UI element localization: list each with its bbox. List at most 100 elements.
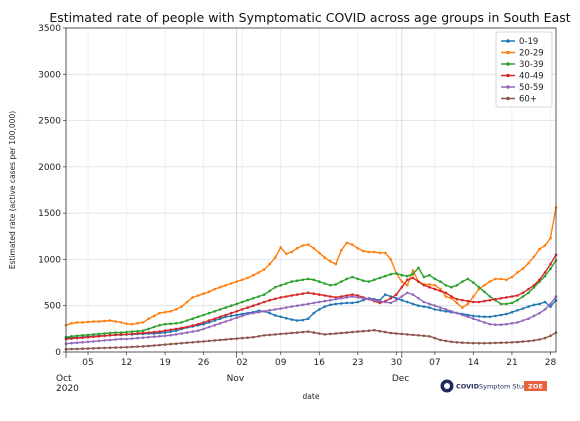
data-point: [97, 339, 101, 343]
data-point: [290, 305, 294, 308]
data-point: [169, 334, 172, 337]
data-point: [229, 304, 233, 308]
data-point: [114, 338, 117, 341]
data-point: [257, 310, 261, 314]
legend-item: 60+: [501, 95, 537, 105]
data-point: [538, 247, 541, 251]
data-point: [235, 313, 238, 317]
data-point: [202, 340, 205, 343]
data-point: [268, 262, 272, 266]
data-point: [488, 322, 492, 326]
data-point: [433, 277, 437, 281]
data-point: [516, 309, 519, 312]
data-point: [180, 332, 183, 335]
data-point: [406, 278, 409, 282]
data-point: [169, 310, 172, 313]
data-point: [136, 322, 139, 325]
data-point: [516, 271, 519, 274]
data-point: [488, 280, 492, 283]
data-point: [136, 329, 139, 333]
data-point: [141, 329, 145, 333]
data-point: [400, 298, 404, 302]
data-point: [240, 312, 244, 316]
data-point: [345, 331, 349, 334]
data-point: [306, 243, 310, 246]
data-point: [323, 333, 327, 336]
data-point: [191, 330, 194, 333]
data-point: [406, 333, 409, 336]
data-point: [461, 298, 464, 302]
logo-suffix: Symptom Study: [479, 383, 531, 391]
data-point: [196, 329, 200, 333]
data-point: [428, 335, 431, 338]
legend-marker: [506, 39, 510, 43]
data-point: [103, 332, 106, 335]
data-point: [213, 339, 216, 342]
data-point: [81, 321, 84, 324]
data-point: [207, 319, 211, 322]
data-point: [312, 278, 316, 282]
series-0-19: [64, 293, 558, 340]
data-point: [389, 301, 393, 305]
data-point: [218, 285, 222, 289]
data-point: [384, 293, 387, 296]
data-point: [466, 313, 470, 317]
data-point: [422, 275, 426, 279]
data-point: [141, 331, 145, 335]
data-point: [527, 287, 530, 291]
data-point: [461, 280, 464, 283]
legend-marker: [506, 62, 510, 66]
data-point: [257, 295, 261, 298]
series-40-49: [64, 253, 558, 341]
data-point: [290, 280, 294, 283]
data-point: [295, 279, 299, 283]
data-point: [268, 289, 272, 293]
data-point: [433, 287, 437, 291]
data-point: [229, 314, 233, 318]
data-point: [334, 262, 338, 266]
data-point: [389, 258, 393, 261]
data-point: [130, 337, 134, 340]
data-point: [494, 277, 497, 281]
covid-symptom-study-logo: COVID Symptom Study ZOE: [440, 379, 547, 393]
data-point: [130, 332, 134, 336]
series-60+: [64, 328, 558, 351]
data-point: [384, 330, 387, 334]
data-point: [367, 250, 371, 254]
data-point: [428, 285, 431, 289]
data-point: [185, 319, 189, 322]
data-point: [477, 285, 481, 289]
data-point: [86, 335, 90, 339]
data-point: [207, 325, 211, 329]
data-point: [174, 333, 178, 336]
data-point: [163, 329, 167, 333]
data-point: [510, 322, 514, 325]
data-point: [213, 287, 216, 291]
data-point: [439, 309, 442, 312]
data-point: [505, 278, 508, 282]
data-point: [323, 294, 327, 297]
data-point: [218, 322, 222, 325]
data-point: [433, 308, 437, 311]
data-point: [81, 347, 84, 351]
legend-label: 0-19: [519, 37, 538, 47]
data-point: [312, 331, 316, 334]
data-point: [213, 310, 216, 313]
data-point: [439, 289, 442, 293]
data-point: [499, 313, 503, 317]
data-point: [169, 342, 172, 346]
data-point: [295, 319, 299, 322]
data-point: [169, 328, 172, 332]
data-point: [549, 302, 552, 306]
data-point: [362, 329, 365, 333]
x-tick-label: 28: [545, 358, 557, 368]
data-point: [400, 273, 404, 277]
data-point: [97, 332, 101, 336]
data-point: [433, 336, 437, 340]
x-tick-label: 21: [506, 358, 517, 368]
data-point: [510, 341, 514, 344]
y-tick-label: 1000: [38, 255, 61, 265]
data-point: [422, 334, 426, 338]
data-point: [207, 321, 211, 324]
data-point: [273, 314, 277, 317]
